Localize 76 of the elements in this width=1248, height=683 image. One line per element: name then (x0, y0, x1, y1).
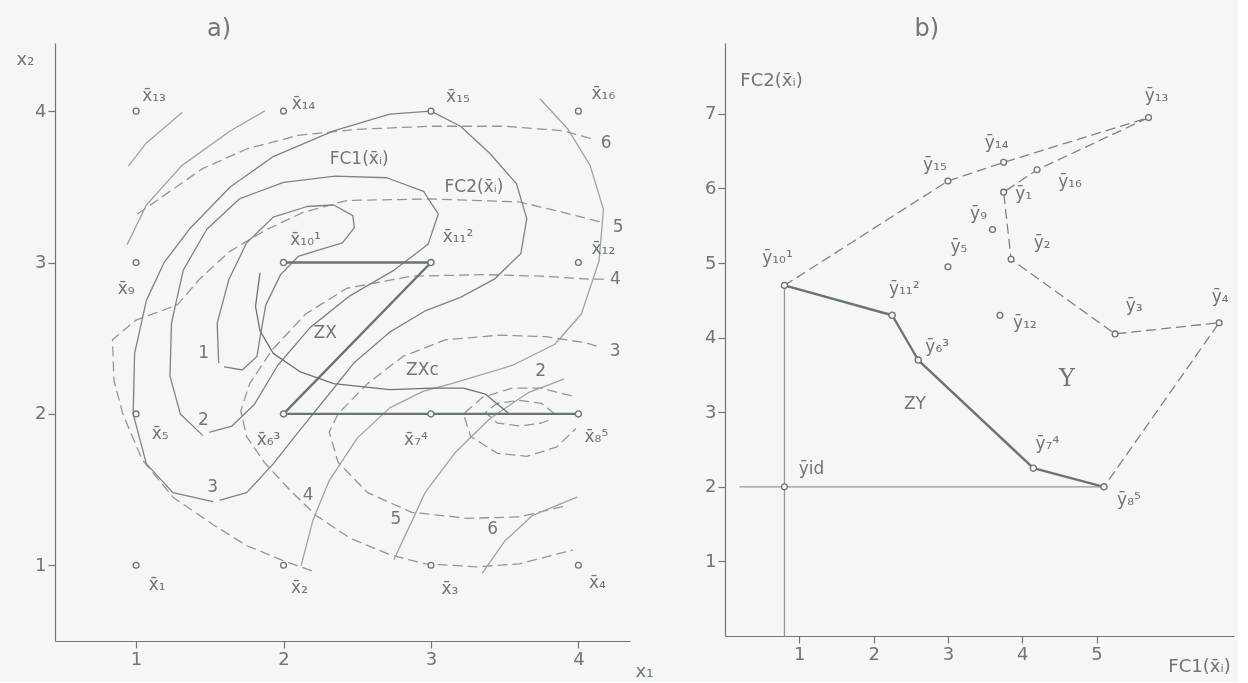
y-tick-label: 1 (35, 553, 47, 575)
annotation: ȳ₁₁² (888, 278, 920, 299)
annotation: x̄₁₅ (446, 86, 470, 107)
annotation: ȳ₇⁴ (1035, 433, 1060, 454)
y-tick-label: 2 (35, 402, 47, 424)
annotation: 6 (600, 132, 612, 153)
annotation: ZY (903, 392, 927, 413)
annotation: x̄₉ (117, 277, 135, 298)
annotation: ȳ₄ (1211, 285, 1229, 306)
chart-title: a) (207, 14, 232, 42)
annotation: 2 (535, 360, 546, 381)
annotation: ȳid (798, 457, 825, 478)
annotation: 3 (207, 475, 219, 496)
chart-title: b) (914, 14, 940, 42)
annotation: 2 (198, 409, 209, 430)
annotation: ȳ₃ (1125, 294, 1143, 315)
y-tick-label: 2 (705, 475, 717, 497)
annotation: ȳ₉ (970, 203, 988, 224)
y-tick-label: 5 (705, 251, 717, 273)
annotation: FC2(x̄ᵢ) (444, 175, 504, 196)
annotation: 6 (487, 518, 499, 539)
y-axis-title: x₂ (16, 47, 35, 69)
annotation: x̄₁ (148, 574, 166, 595)
x-axis-title: FC1(x̄ᵢ) (1168, 654, 1231, 676)
y-tick-label: 6 (705, 176, 717, 198)
annotation: FC1(x̄ᵢ) (329, 148, 389, 169)
y-axis-title: FC2(x̄ᵢ) (740, 68, 803, 90)
annotation: ȳ₁₂ (1013, 312, 1037, 333)
annotation: ȳ₁ (1015, 183, 1033, 204)
annotation: x̄₁₁² (442, 225, 474, 246)
annotation: x̄₇⁴ (404, 428, 428, 449)
y-tick-label: 4 (705, 326, 717, 348)
annotation: x̄₁₃ (142, 85, 166, 106)
annotation: x̄₁₆ (591, 83, 616, 104)
annotation: ȳ₂ (1033, 232, 1051, 253)
x-axis-title: x₁ (635, 659, 654, 681)
annotation: 5 (612, 215, 624, 236)
annotation: x̄₈⁵ (584, 425, 609, 446)
x-tick-label: 2 (868, 642, 880, 664)
annotation: Y (1058, 364, 1077, 392)
x-tick-label: 3 (942, 642, 955, 664)
annotation: x̄₁₂ (591, 237, 616, 258)
annotation: x̄₅ (151, 422, 169, 443)
annotation: x̄₁₀¹ (290, 228, 321, 249)
annotation: ȳ₈⁵ (1117, 488, 1141, 509)
annotation: ȳ₆³ (925, 336, 950, 357)
annotation: x̄₁₄ (291, 93, 316, 114)
annotation: x̄₆³ (256, 428, 281, 449)
annotation: x̄₃ (441, 578, 459, 599)
x-tick-label: 4 (1017, 642, 1029, 664)
annotation: ȳ₅ (950, 235, 968, 256)
annotation: ZX (313, 322, 338, 343)
annotation: ZXc (406, 359, 439, 380)
annotation: 5 (390, 508, 402, 529)
annotation: ȳ₁₅ (923, 153, 947, 174)
x-tick-label: 1 (130, 647, 143, 669)
y-tick-label: 4 (35, 99, 47, 121)
y-tick-label: 3 (705, 400, 717, 422)
y-tick-label: 1 (705, 549, 717, 571)
annotation: x̄₄ (588, 572, 607, 593)
annotation: 4 (302, 483, 314, 504)
annotation: ȳ₁₃ (1144, 84, 1169, 105)
annotation: x̄₂ (291, 577, 308, 598)
x-tick-label: 2 (278, 647, 290, 669)
y-tick-label: 3 (35, 251, 47, 273)
x-tick-label: 5 (1091, 642, 1103, 664)
annotation: 3 (609, 339, 621, 360)
annotation: ȳ₁₄ (984, 132, 1009, 153)
y-tick-label: 7 (705, 102, 717, 124)
x-tick-label: 1 (794, 642, 806, 664)
annotation: 4 (610, 268, 621, 289)
annotation: ȳ₁₀¹ (762, 247, 793, 268)
x-tick-label: 4 (573, 647, 585, 669)
x-tick-label: 3 (425, 647, 438, 669)
annotation: ȳ₁₆ (1058, 170, 1083, 191)
annotation: 1 (198, 342, 210, 363)
